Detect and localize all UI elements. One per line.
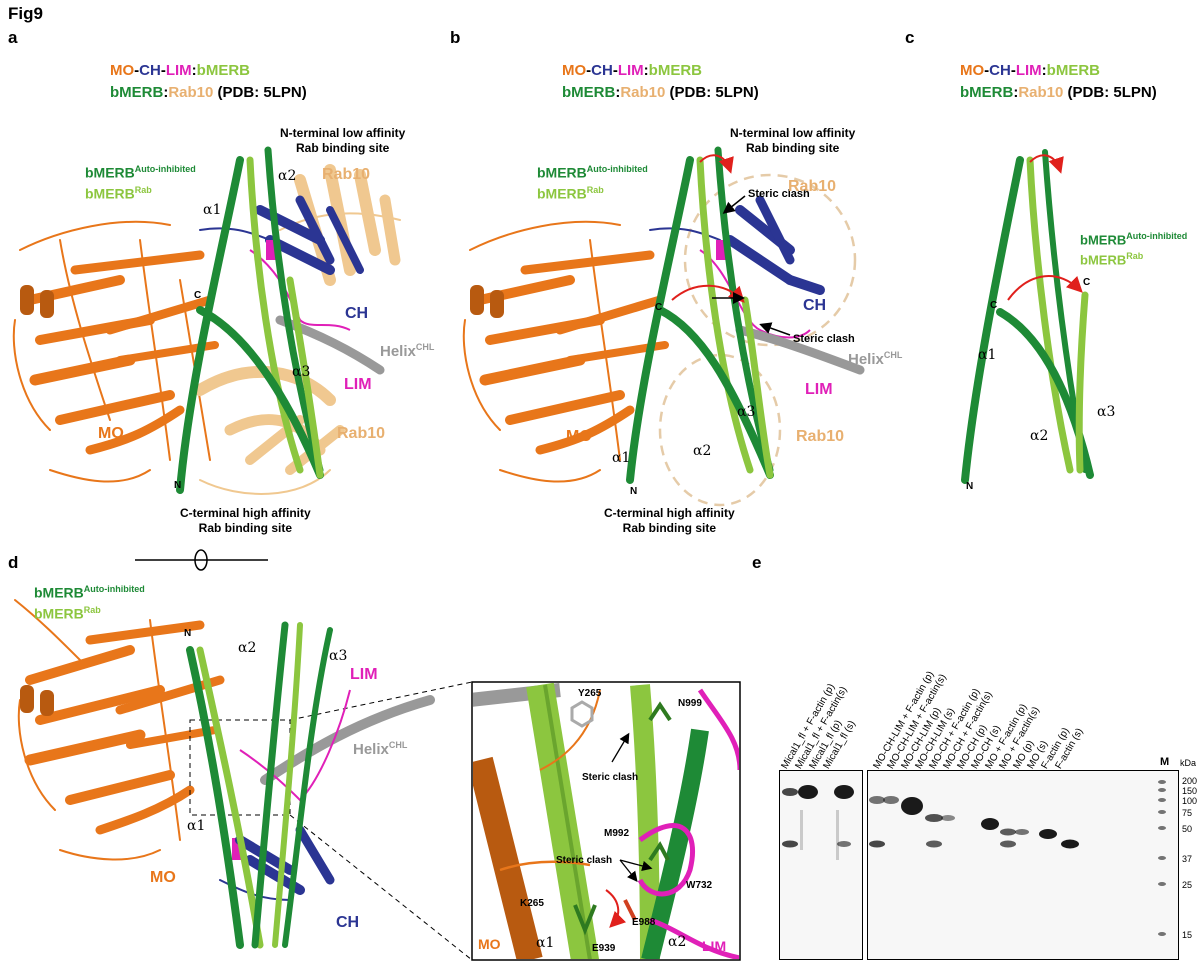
panel-d-alpha3: α3 bbox=[329, 648, 348, 664]
inset-steric-clash-bottom: Steric clash bbox=[556, 855, 613, 866]
panel-a-c-site: C-terminal high affinity Rab binding site bbox=[180, 506, 311, 535]
panel-a-alpha3: α3 bbox=[292, 364, 311, 380]
panel-c-bmerb-auto-label: bMERBAuto-inhibited bbox=[1080, 231, 1188, 248]
panel-c-n-terminus: N bbox=[966, 481, 974, 492]
panel-letter-c: c bbox=[905, 28, 915, 47]
inset-alpha2: α2 bbox=[668, 934, 687, 950]
panel-b-c-site: C-terminal high affinity Rab binding site bbox=[604, 506, 735, 535]
panel-d-helix-label: HelixCHL bbox=[353, 740, 408, 758]
panel-b-c-terminus: C bbox=[655, 302, 663, 313]
panel-a-structure bbox=[12, 146, 401, 495]
panel-b-n-terminus: N bbox=[630, 486, 638, 497]
panel-c-c-terminus-auto: C bbox=[990, 300, 998, 311]
gel-marker-200: 200 bbox=[1182, 776, 1198, 786]
panel-c-bmerb-rab-label: bMERBRab bbox=[1080, 251, 1144, 268]
inset-alpha1: α1 bbox=[536, 935, 555, 951]
legend-c-line1: MO-CH-LIM:bMERB bbox=[960, 62, 1100, 79]
gel-marker-50: 50 bbox=[1182, 824, 1193, 834]
panel-a-helix-label: HelixCHL bbox=[380, 342, 435, 360]
legend-c-line2: bMERB:Rab10 (PDB: 5LPN) bbox=[960, 84, 1157, 101]
gel-marker-25: 25 bbox=[1182, 880, 1193, 890]
panel-d-alpha1: α1 bbox=[187, 818, 206, 834]
panel-b-lim-label: LIM bbox=[805, 381, 833, 398]
legend-a-line1: MO-CH-LIM:bMERB bbox=[110, 62, 250, 79]
legend-b-line2: bMERB:Rab10 (PDB: 5LPN) bbox=[562, 84, 759, 101]
panel-a-alpha2: α2 bbox=[278, 168, 297, 184]
panel-b-steric-clash-bottom: Steric clash bbox=[793, 333, 855, 345]
panel-d-n-terminus: N bbox=[184, 628, 192, 639]
legend-b-line1: MO-CH-LIM:bMERB bbox=[562, 62, 702, 79]
panel-d-bmerb-rab-label: bMERBRab bbox=[34, 605, 101, 622]
panel-b-structure bbox=[462, 146, 865, 507]
inset-mo-label: MO bbox=[478, 936, 501, 952]
panel-c-alpha1: α1 bbox=[978, 347, 997, 363]
panel-c-alpha3: α3 bbox=[1097, 404, 1116, 420]
gel-marker-100: 100 bbox=[1182, 796, 1198, 806]
panel-b-alpha3: α3 bbox=[737, 404, 756, 420]
panel-a-bmerb-auto-label: bMERBAuto-inhibited bbox=[85, 164, 196, 181]
panel-a-mo-label: MO bbox=[98, 425, 124, 442]
inset-residue-n999: N999 bbox=[678, 698, 702, 709]
gel-marker-lane-label: M bbox=[1160, 756, 1170, 768]
gel-left-box bbox=[779, 770, 863, 960]
panel-b-n-site: N-terminal low affinity Rab binding site bbox=[730, 126, 856, 155]
panel-b-alpha2: α2 bbox=[693, 443, 712, 459]
inset-residue-w732: W732 bbox=[686, 880, 713, 891]
panel-a-lim-label: LIM bbox=[344, 376, 372, 393]
panel-a-n-site: N-terminal low affinity Rab binding site bbox=[280, 126, 406, 155]
panel-d-lim-label: LIM bbox=[350, 666, 378, 683]
panel-b-rab10-top: Rab10 bbox=[788, 178, 837, 195]
panel-letter-e: e bbox=[752, 553, 762, 572]
panel-d-ch-label: CH bbox=[336, 914, 360, 931]
panel-d-mo-label: MO bbox=[150, 869, 176, 886]
panel-c-alpha2: α2 bbox=[1030, 428, 1049, 444]
panel-d-bmerb-auto-label: bMERBAuto-inhibited bbox=[34, 584, 145, 601]
panel-d-alpha2: α2 bbox=[238, 640, 257, 656]
inset-lim-label: LIM bbox=[702, 938, 727, 954]
panel-a-rab10-top: Rab10 bbox=[322, 166, 371, 183]
inset-steric-clash-top: Steric clash bbox=[582, 772, 639, 783]
panel-letter-b: b bbox=[450, 28, 461, 47]
gel-marker-75: 75 bbox=[1182, 808, 1193, 818]
panel-b-bmerb-auto-label: bMERBAuto-inhibited bbox=[537, 164, 648, 181]
panel-c-structure bbox=[961, 149, 1094, 484]
panel-a-bmerb-rab-label: bMERBRab bbox=[85, 185, 152, 202]
gel-marker-37: 37 bbox=[1182, 854, 1193, 864]
gel-unit-label: kDa bbox=[1180, 758, 1197, 768]
panel-letter-d: d bbox=[8, 553, 19, 572]
figure-title: Fig9 bbox=[8, 4, 43, 23]
panel-b-mo-label: MO bbox=[566, 428, 592, 445]
gel-marker-150: 150 bbox=[1182, 786, 1198, 796]
gel-marker-15: 15 bbox=[1182, 930, 1193, 940]
panel-b-helix-label: HelixCHL bbox=[848, 350, 903, 368]
panel-b-bmerb-rab-label: bMERBRab bbox=[537, 185, 604, 202]
panel-b-alpha1: α1 bbox=[612, 450, 631, 466]
inset-residue-e988: E988 bbox=[632, 917, 656, 928]
panel-b-ch-label: CH bbox=[803, 297, 827, 314]
panel-c-c-terminus-rab: C bbox=[1083, 277, 1091, 288]
inset-residue-m992: M992 bbox=[604, 828, 630, 839]
inset-residue-y265: Y265 bbox=[578, 688, 602, 699]
panel-d-inset bbox=[471, 681, 741, 961]
panel-a-rab10-bottom: Rab10 bbox=[337, 425, 386, 442]
panel-b-steric-clash-top: Steric clash bbox=[748, 188, 810, 200]
panel-a-c-terminus: C bbox=[194, 290, 202, 301]
panel-a-n-terminus: N bbox=[174, 480, 182, 491]
panel-b-rab10-bottom: Rab10 bbox=[796, 428, 845, 445]
inset-residue-k265: K265 bbox=[520, 898, 544, 909]
legend-a-line2: bMERB:Rab10 (PDB: 5LPN) bbox=[110, 84, 307, 101]
panel-a-alpha1: α1 bbox=[203, 202, 222, 218]
panel-a-ch-label: CH bbox=[345, 305, 369, 322]
panel-d-structure bbox=[14, 549, 473, 961]
panel-letter-a: a bbox=[8, 28, 18, 47]
inset-residue-e939: E939 bbox=[592, 943, 616, 954]
